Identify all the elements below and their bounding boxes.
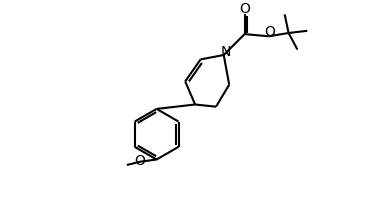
Text: O: O: [239, 2, 250, 16]
Text: N: N: [220, 45, 230, 59]
Text: O: O: [134, 154, 145, 168]
Text: O: O: [265, 25, 275, 39]
